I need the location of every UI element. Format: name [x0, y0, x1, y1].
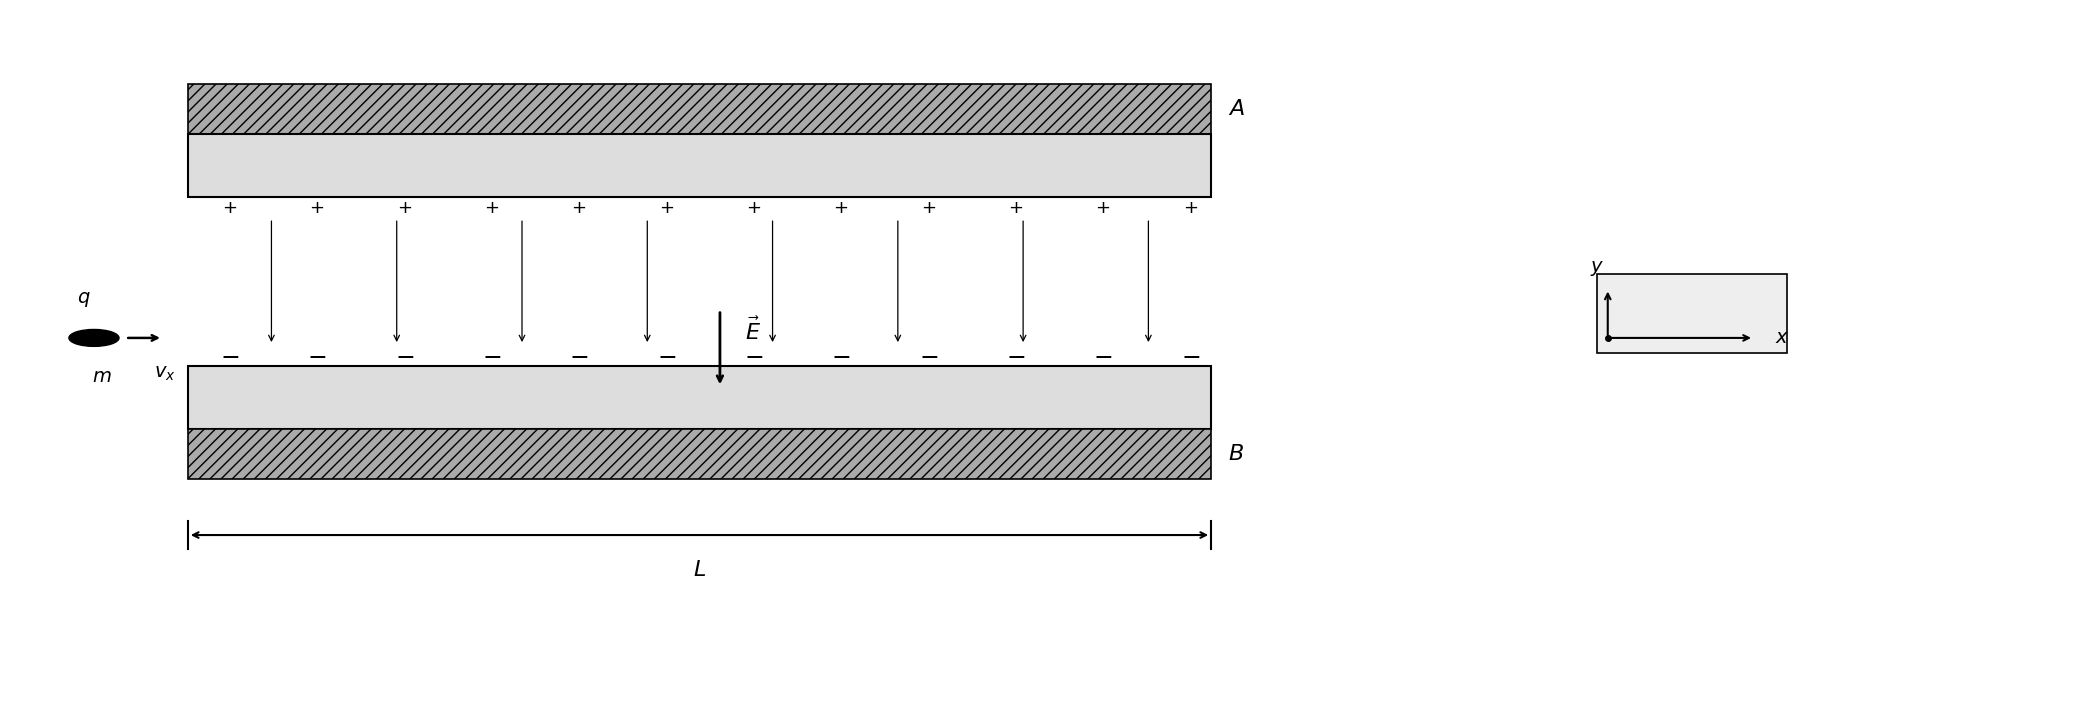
Text: $+$: $+$ [309, 199, 324, 217]
Text: $x$: $x$ [1775, 329, 1789, 347]
Circle shape [69, 329, 119, 346]
Text: $-$: $-$ [482, 344, 501, 367]
Text: $+$: $+$ [221, 199, 238, 217]
Text: $y$: $y$ [1591, 259, 1604, 278]
Text: $m$: $m$ [92, 367, 113, 386]
Text: $+$: $+$ [1009, 199, 1023, 217]
Text: $-$: $-$ [1180, 344, 1201, 367]
Text: $+$: $+$ [658, 199, 674, 217]
Text: $\vec{E}$: $\vec{E}$ [745, 317, 760, 344]
Bar [1597, 274, 1787, 353]
Bar [188, 429, 1211, 479]
Text: $+$: $+$ [1096, 199, 1111, 217]
Text: $-$: $-$ [1006, 344, 1025, 367]
Text: $-$: $-$ [1094, 344, 1113, 367]
Text: $+$: $+$ [572, 199, 587, 217]
Bar [188, 366, 1211, 429]
Bar [188, 134, 1211, 197]
Bar [188, 84, 1211, 134]
Text: $-$: $-$ [219, 344, 240, 367]
Text: $+$: $+$ [745, 199, 762, 217]
Text: $-$: $-$ [656, 344, 677, 367]
Text: $+$: $+$ [484, 199, 499, 217]
Text: $+$: $+$ [1182, 199, 1199, 217]
Text: $+$: $+$ [921, 199, 935, 217]
Text: $v_x$: $v_x$ [155, 364, 175, 382]
Text: $A$: $A$ [1228, 99, 1244, 119]
Text: $-$: $-$ [831, 344, 850, 367]
Text: $B$: $B$ [1228, 444, 1244, 464]
Text: $-$: $-$ [395, 344, 413, 367]
Text: $-$: $-$ [307, 344, 326, 367]
Text: $-$: $-$ [919, 344, 938, 367]
Text: $q$: $q$ [77, 290, 90, 308]
Text: $-$: $-$ [570, 344, 589, 367]
Text: $L$: $L$ [693, 560, 706, 580]
Text: $+$: $+$ [397, 199, 411, 217]
Text: $+$: $+$ [833, 199, 848, 217]
Text: $-$: $-$ [743, 344, 764, 367]
